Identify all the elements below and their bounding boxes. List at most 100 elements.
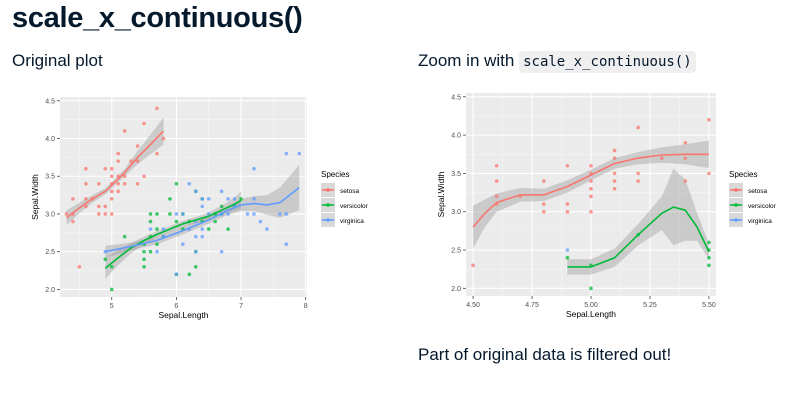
chart0-point-versicolor: [168, 197, 172, 201]
chart0-point-virginica: [284, 212, 289, 216]
chart1-ytick-label: 2.0: [451, 286, 461, 293]
chart1-point-setosa: [542, 179, 546, 183]
chart1-legend-label-setosa: setosa: [748, 188, 768, 195]
chart0-point-virginica: [252, 212, 256, 216]
chart1-point-setosa: [612, 148, 617, 153]
chart0-point-setosa: [142, 121, 146, 126]
chart0-point-virginica: [245, 212, 250, 216]
chart1-ytick-label: 2.5: [451, 248, 461, 255]
chart0-point-setosa: [122, 181, 127, 186]
chart0-panel: [60, 97, 307, 297]
chart1-legend-label-versicolor: versicolor: [748, 203, 777, 210]
chart0-trend-virginica: [105, 186, 300, 253]
chart1-point-setosa: [636, 179, 640, 183]
chart0-point-virginica: [174, 272, 179, 277]
chart0-point-versicolor: [148, 212, 153, 216]
chart0-point-versicolor: [239, 197, 243, 201]
chart0-point-setosa: [96, 204, 101, 209]
chart0-point-setosa: [64, 212, 69, 216]
chart0-point-versicolor: [206, 227, 211, 231]
chart0-point-setosa: [122, 129, 127, 133]
chart0-point-virginica: [278, 212, 282, 216]
chart1-point-setosa: [565, 163, 570, 168]
chart0-point-setosa: [142, 174, 146, 179]
chart0-point-virginica: [297, 151, 302, 156]
right-caption-prefix: Zoom in with: [418, 51, 520, 70]
chart0-point-virginica: [200, 197, 205, 201]
chart0-point-versicolor: [109, 287, 114, 292]
chart1-ytick-label: 3.5: [451, 171, 461, 178]
chart0-point-versicolor: [187, 272, 192, 277]
chart1-point-setosa: [683, 140, 688, 145]
chart1-point-setosa: [589, 186, 593, 191]
chart1-legend: Species setosa versicolor virginica: [729, 170, 777, 227]
chart0-point-virginica: [252, 197, 256, 201]
chart0-legend-label-virginica: virginica: [340, 218, 364, 225]
chart0-legend-point-setosa: [326, 188, 330, 192]
original-plot: 2.0 2.5 3.0 3.5 4.0 4.5 5 6 7 8 Sepal.Length Sepal.…: [30, 97, 369, 320]
chart0-point-setosa: [135, 181, 140, 186]
chart1-point-setosa: [612, 171, 617, 176]
chart0-point-setosa: [109, 212, 114, 216]
right-caption-code: scale_x_continuous(): [519, 51, 696, 73]
chart1-legend-point-virginica: [734, 218, 738, 222]
chart1-point-setosa: [494, 163, 499, 168]
chart0-point-virginica: [219, 249, 224, 254]
chart0-ylabel: Sepal.Width: [30, 174, 40, 220]
chart0-point-versicolor: [109, 265, 114, 269]
chart1-point-setosa: [683, 156, 688, 160]
chart0-point-setosa: [96, 181, 101, 186]
chart1-point-setosa: [589, 194, 593, 199]
chart0-point-versicolor: [174, 181, 179, 186]
chart0-point-setosa: [103, 166, 108, 171]
chart0-point-setosa: [116, 181, 120, 186]
chart1-xtick-label: 5.50: [702, 302, 716, 309]
chart0-point-versicolor: [155, 212, 159, 216]
chart0-trend-versicolor: [104, 199, 242, 269]
chart1-point-setosa: [565, 209, 570, 214]
chart0-xlabel: Sepal.Length: [158, 310, 208, 320]
chart1-point-versicolor: [565, 255, 570, 260]
chart1-point-setosa: [589, 163, 593, 168]
chart0-point-virginica: [226, 212, 230, 216]
chart0-ytick-label: 2.0: [45, 287, 55, 294]
chart0-trend-setosa: [66, 130, 165, 219]
chart0-point-setosa: [71, 219, 75, 224]
chart0-point-setosa: [122, 174, 127, 179]
chart1-point-setosa: [612, 186, 617, 191]
chart1-point-setosa: [612, 156, 617, 160]
chart0-point-versicolor: [148, 249, 153, 254]
chart1-legend-label-virginica: virginica: [748, 218, 772, 225]
chart1-ytick-label: 3.0: [451, 209, 461, 216]
chart1-band-versicolor: [567, 168, 709, 275]
chart1-point-setosa: [589, 179, 593, 183]
chart0-point-versicolor: [174, 219, 179, 224]
chart0-point-virginica: [219, 189, 224, 194]
chart0-point-setosa: [103, 204, 108, 209]
chart0-point-versicolor: [219, 204, 224, 209]
chart0-point-versicolor: [155, 242, 159, 246]
zoomed-plot: 2.0 2.5 3.0 3.5 4.0 4.5 4.50 4.75 5.00 5.25 5.50 Se…: [436, 93, 777, 319]
chart1-point-setosa: [494, 179, 499, 183]
chart0-point-setosa: [84, 197, 88, 201]
chart0-point-setosa: [71, 197, 75, 201]
chart0-xtick-label: 8: [304, 303, 308, 310]
chart1-xlabel: Sepal.Length: [566, 309, 616, 319]
chart1-point-setosa: [636, 125, 640, 130]
chart0-point-virginica: [148, 227, 153, 231]
chart0-point-virginica: [174, 212, 179, 216]
chart0-point-setosa: [84, 166, 88, 171]
chart1-point-setosa: [565, 202, 570, 206]
chart1-trend-setosa: [472, 153, 709, 228]
chart0-ytick-label: 4.5: [45, 98, 55, 105]
chart0-point-virginica: [155, 249, 159, 254]
chart0-point-virginica: [265, 227, 269, 231]
chart1-point-setosa: [471, 263, 475, 268]
chart0-point-setosa: [129, 159, 133, 163]
chart1-point-versicolor: [707, 263, 711, 268]
chart0-point-virginica: [181, 212, 185, 216]
chart1-point-setosa: [707, 118, 711, 122]
chart1-point-setosa: [589, 209, 593, 214]
chart0-point-setosa: [135, 159, 140, 163]
chart0-legend-point-virginica: [326, 218, 330, 222]
